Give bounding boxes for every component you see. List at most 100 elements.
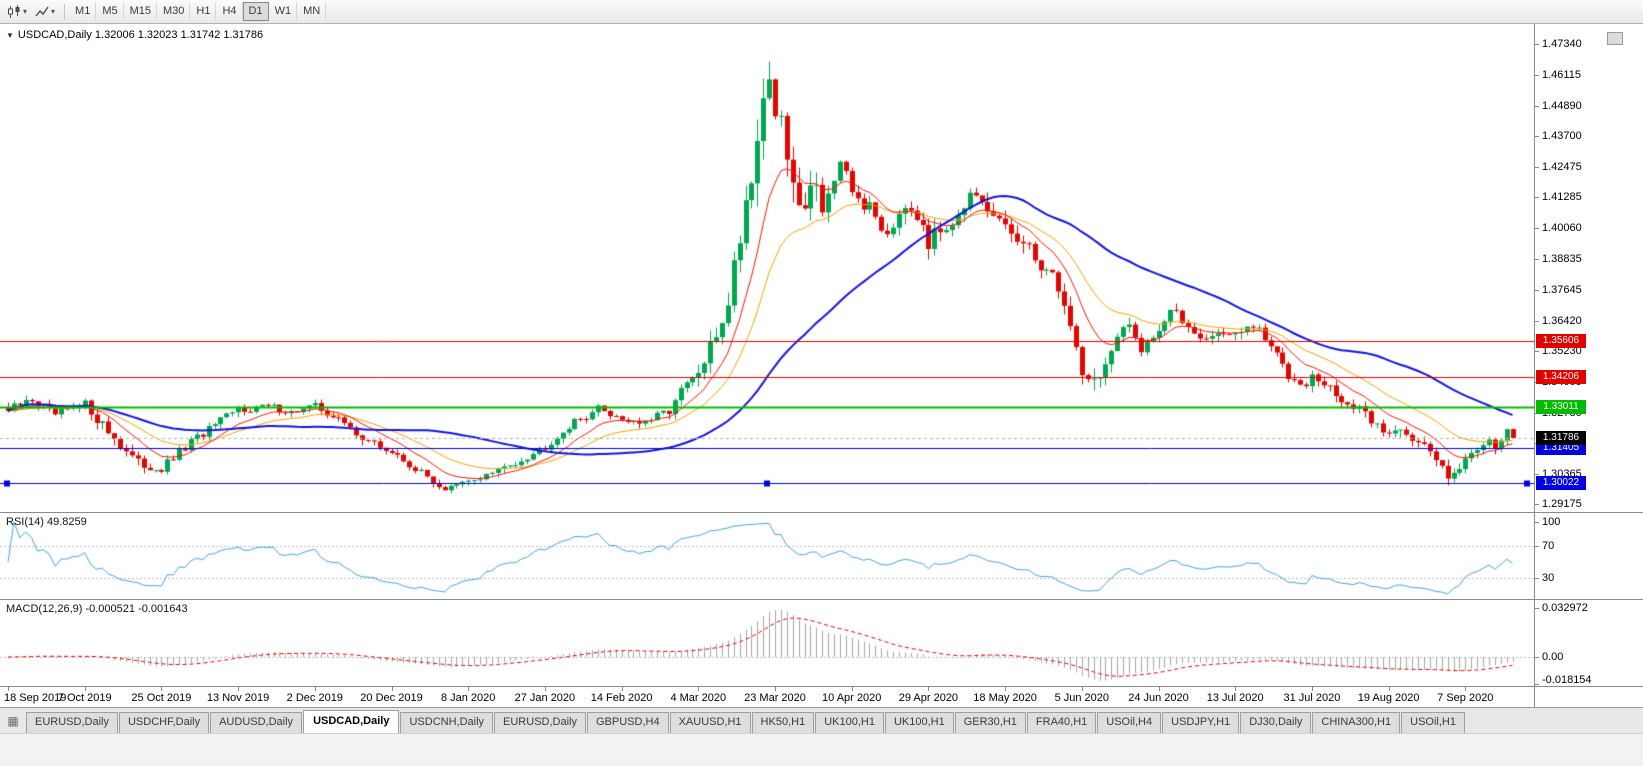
chart-title: ▼ USDCAD,Daily 1.32006 1.32023 1.31742 1… (6, 29, 263, 41)
y-axis-label: 1.37645 (1542, 283, 1582, 296)
macd-axis-tick (1535, 657, 1539, 658)
timeframe-button-w1[interactable]: W1 (269, 2, 298, 21)
timeframe-button-m30[interactable]: M30 (157, 2, 191, 21)
price-scale[interactable]: 1.47340 1.46115 1.44890 1.43700 1.42475 1.412… (1534, 24, 1643, 512)
chart-tab-15-dj30-daily[interactable]: DJ30,Daily (1240, 712, 1312, 733)
rsi-canvas[interactable] (0, 513, 1534, 599)
macd-axis-label: -0.018154 (1542, 674, 1592, 686)
chart-tab-14-usdjpy-h1[interactable]: USDJPY,H1 (1162, 712, 1240, 733)
chart-tab-9-uk100-h1[interactable]: UK100,H1 (815, 712, 884, 733)
rsi-axis-label: 100 (1542, 516, 1561, 528)
x-axis-tick (1389, 687, 1390, 691)
chart-tab-11-ger30-h1[interactable]: GER30,H1 (954, 712, 1026, 733)
x-axis-label: 13 Nov 2019 (206, 692, 270, 704)
y-axis-tick (1535, 351, 1539, 352)
x-axis-tick (1312, 687, 1313, 691)
rsi-panel: RSI(14) 49.8259 100 70 30 (0, 512, 1643, 599)
y-axis-label: 1.44890 (1542, 100, 1582, 113)
x-axis-tick (1465, 687, 1466, 691)
y-axis-tick (1535, 197, 1539, 198)
timeframe-button-h1[interactable]: H1 (190, 2, 217, 21)
timeframe-button-m1[interactable]: M1 (69, 2, 97, 21)
chart-menu-button[interactable]: ▼ (6, 30, 14, 40)
caret-down-icon: ▾ (23, 7, 28, 16)
macd-canvas[interactable] (0, 600, 1534, 686)
x-axis-label: 14 Feb 2020 (590, 692, 653, 704)
x-axis-label: 4 Mar 2020 (670, 692, 727, 704)
price-level-tag: 1.35606 (1536, 334, 1586, 349)
y-axis-label: 1.40060 (1542, 222, 1582, 235)
chart-tab-6-gbpusd-h4[interactable]: GBPUSD,H4 (587, 712, 669, 733)
x-axis-label: 7 Sep 2020 (1437, 692, 1494, 704)
chart-tab-4-usdcnh-daily[interactable]: USDCNH,Daily (400, 712, 494, 733)
x-axis-label: 31 Jul 2020 (1283, 692, 1341, 704)
x-axis-label: 27 Jan 2020 (514, 692, 576, 704)
rsi-scale[interactable]: 100 70 30 (1534, 513, 1643, 599)
x-axis-label: 8 Jan 2020 (440, 692, 496, 704)
timeframe-button-mn[interactable]: MN (297, 2, 327, 21)
y-axis-tick (1535, 106, 1539, 107)
chart-tab-7-xauusd-h1[interactable]: XAUUSD,H1 (669, 712, 751, 733)
chart-tab-10-uk100-h1[interactable]: UK100,H1 (884, 712, 954, 733)
macd-scale[interactable]: 0.032972 0.00 -0.018154 (1534, 600, 1643, 686)
x-axis-label: 18 May 2020 (973, 692, 1037, 704)
x-axis-tick (85, 687, 86, 691)
x-axis-label: 20 Dec 2019 (360, 692, 423, 704)
current-price-tag: 1.31786 (1536, 430, 1586, 445)
price-level-tag: 1.33011 (1536, 399, 1586, 414)
line-chart-icon (35, 6, 49, 16)
chart-tab-16-china300-h1[interactable]: CHINA300,H1 (1312, 712, 1401, 733)
timeframe-toolbar: ▾ ▾ M1 M5 M15 M30 H1 H4 D1 W1 MN (0, 0, 1643, 24)
chart-tab-8-hk50-h1[interactable]: HK50,H1 (751, 712, 815, 733)
x-axis-label: 24 Jun 2020 (1128, 692, 1189, 704)
x-axis-tick (1159, 687, 1160, 691)
timeframe-button-m15[interactable]: M15 (124, 2, 157, 21)
x-axis-label: 25 Oct 2019 (131, 692, 192, 704)
chart-tab-1-usdchf-daily[interactable]: USDCHF,Daily (118, 712, 210, 733)
y-axis-label: 1.47340 (1542, 38, 1582, 50)
x-axis-tick (8, 687, 9, 691)
x-axis-label: 10 Apr 2020 (822, 692, 882, 704)
timeframe-button-h4[interactable]: H4 (216, 2, 243, 21)
chart-tab-12-fra40-h1[interactable]: FRA40,H1 (1026, 712, 1097, 733)
time-axis-corner (1534, 687, 1643, 707)
chart-tab-5-eurusd-daily[interactable]: EURUSD,Daily (494, 712, 586, 733)
indicators-button[interactable]: ▾ (32, 2, 58, 22)
chart-tab-bar: ▦ EURUSD,Daily USDCHF,Daily AUDUSD,Daily US… (0, 707, 1643, 733)
y-axis-label: 1.41285 (1542, 191, 1582, 204)
x-axis-label: 23 Mar 2020 (744, 692, 806, 704)
y-axis-tick (1535, 290, 1539, 291)
x-axis-tick (1235, 687, 1236, 691)
chart-tab-3-usdcad-daily[interactable]: USDCAD,Daily (303, 710, 400, 733)
chart-tab-13-usoil-h4[interactable]: USOil,H4 (1097, 712, 1162, 733)
tab-list-icon[interactable]: ▦ (7, 714, 19, 728)
x-axis-tick (852, 687, 853, 691)
y-axis-label: 1.42475 (1542, 161, 1582, 174)
macd-axis-tick (1535, 608, 1539, 609)
macd-label: MACD(12,26,9) -0.000521 -0.001643 (6, 603, 188, 615)
y-axis-label: 1.46115 (1542, 69, 1581, 82)
x-axis-tick (622, 687, 623, 691)
timeframe-button-m5[interactable]: M5 (96, 2, 124, 21)
main-chart-canvas[interactable] (0, 24, 1534, 512)
y-axis-tick (1535, 75, 1539, 76)
rsi-axis-tick (1535, 578, 1539, 579)
x-axis-tick (1005, 687, 1006, 691)
y-axis-tick (1535, 259, 1539, 260)
chart-type-candlestick-button[interactable]: ▾ (4, 2, 30, 22)
scroll-to-end-button[interactable] (1607, 32, 1623, 45)
chart-tab-0-eurusd-daily[interactable]: EURUSD,Daily (26, 712, 118, 733)
y-axis-label: 1.38835 (1542, 253, 1582, 266)
x-axis-tick (928, 687, 929, 691)
rsi-axis-tick (1535, 522, 1539, 523)
timeframe-buttons: M1 M5 M15 M30 H1 H4 D1 W1 MN (69, 2, 327, 21)
x-axis-tick (468, 687, 469, 691)
chart-tab-17-usoil-h1[interactable]: USOil,H1 (1401, 712, 1465, 733)
status-bar (0, 733, 1643, 766)
price-level-tag: 1.34206 (1536, 369, 1586, 384)
chart-tab-2-audusd-daily[interactable]: AUDUSD,Daily (210, 712, 303, 733)
timeframe-button-d1[interactable]: D1 (242, 2, 269, 21)
time-axis[interactable]: 18 Sep 2019 7 Oct 2019 25 Oct 2019 13 Nov 2… (0, 686, 1643, 707)
x-axis-label: 13 Jul 2020 (1206, 692, 1264, 704)
x-axis-label: 2 Dec 2019 (286, 692, 343, 704)
